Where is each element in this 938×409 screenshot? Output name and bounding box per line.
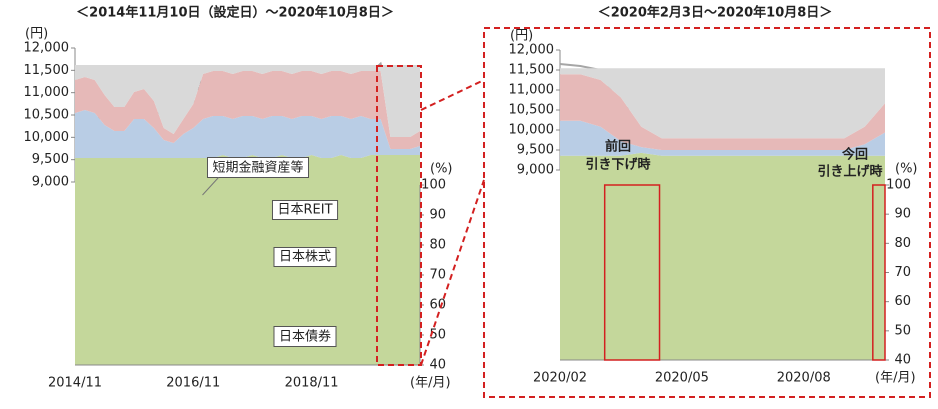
y-tick-label: 11,500 [509,63,555,78]
y-tick-label: 9,000 [32,175,69,190]
annotation: 前回 [605,139,631,155]
x-tick-label: 2020/02 [533,371,587,386]
legend-label: 短期金融資産等 [212,160,303,176]
x-tick-label: 2020/05 [655,371,709,386]
highlight [872,184,886,361]
highlight [603,184,661,361]
legend-label: 日本株式 [279,250,331,265]
y-tick-label: 10,000 [509,123,555,138]
y-tick-label: 11,000 [24,85,70,100]
legend-label: 日本債券 [279,329,331,345]
y-tick-label: 70 [894,265,911,280]
chart-title: ＜2020年2月3日～2020年10月8日＞ [598,5,833,21]
legend-box [273,247,337,267]
legend-box [206,157,310,178]
connector [420,79,485,111]
zoom-range [376,65,422,366]
zoom-frame [483,27,931,398]
y-tick-label: 40 [429,358,446,373]
area-series [75,155,420,365]
x-tick-label: 2016/11 [166,376,220,391]
y-tick-label: 50 [894,323,911,338]
y-tick-label: 11,000 [509,83,555,98]
area-series [560,74,885,150]
y-tick-label: 10,000 [24,130,70,145]
area-series [560,68,885,139]
y-tick-label: 40 [894,353,911,368]
y-tick-label: 50 [429,328,446,343]
callout [202,177,219,196]
y-tick-label: 10,500 [24,108,70,123]
y-tick-label: 60 [894,294,911,309]
y-tick-label: 9,500 [517,143,554,158]
y-axis-unit: (円) [510,29,533,44]
y-tick-label: 12,000 [509,43,555,58]
annotation: 引き下げ時 [585,157,650,173]
y-tick-label: 90 [894,207,911,222]
x-tick-label: 2018/11 [285,376,339,391]
connector [420,179,485,366]
y-tick-label: 80 [429,238,446,253]
y-tick-label: 100 [421,178,446,193]
area-series [75,110,420,158]
y-axis-unit: (円) [25,27,48,42]
x-tick-label: 2020/08 [777,371,831,386]
area-series [75,65,420,137]
legend-box [273,326,337,347]
annotation: 今回 [841,147,868,163]
x-axis-unit: (年/月) [410,376,451,391]
y-tick-label: 11,500 [24,63,70,78]
area-series [560,120,885,156]
y-tick-label: 100 [886,178,911,193]
y-tick-label: 80 [894,236,911,251]
x-tick-label: 2014/11 [48,376,102,391]
y-axis-unit: (%) [430,162,453,177]
y-tick-label: 70 [429,268,446,283]
annotation: 引き上げ時 [817,164,882,180]
y-tick-label: 90 [429,208,446,223]
legend-label: 日本REIT [277,203,332,218]
y-tick-label: 9,500 [32,152,69,167]
y-tick-label: 9,000 [517,163,554,178]
chart-title: ＜2014年11月10日（設定日）～2020年10月8日＞ [76,5,394,21]
y-tick-label: 10,500 [509,103,555,118]
y-axis-unit: (%) [895,162,918,177]
area-series [75,71,420,149]
y-tick-label: 12,000 [24,41,70,56]
legend-box [271,200,339,220]
y-tick-label: 60 [429,298,446,313]
x-axis-unit: (年/月) [875,371,916,386]
